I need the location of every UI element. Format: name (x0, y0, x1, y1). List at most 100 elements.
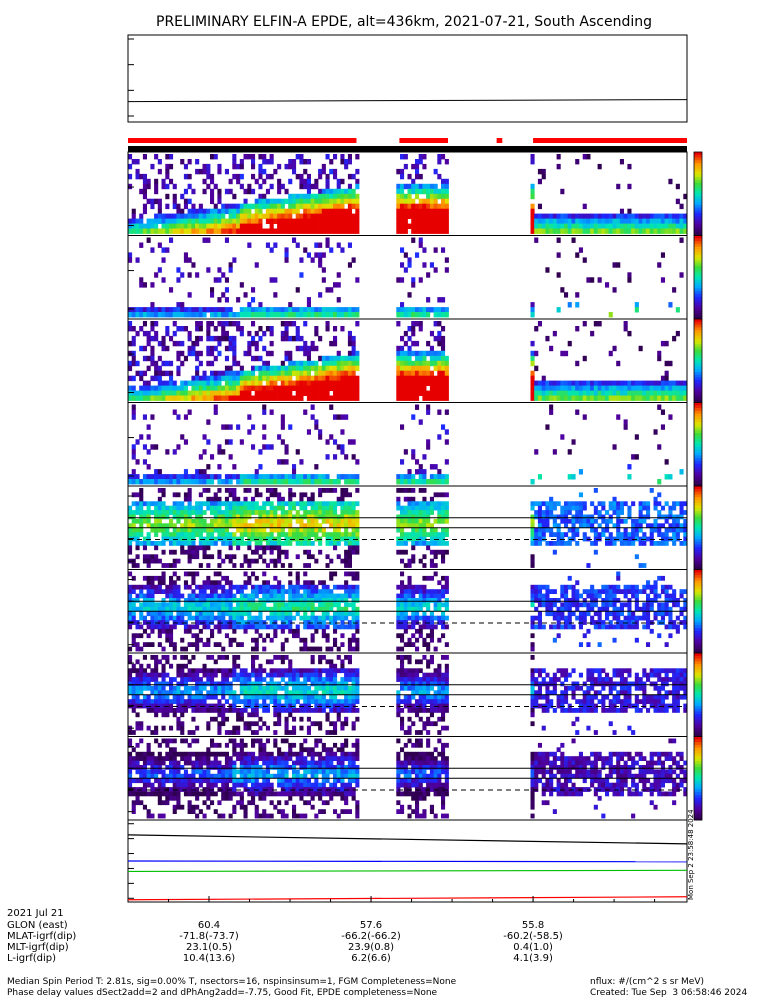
heat-cell (660, 385, 665, 391)
heat-cell (258, 464, 263, 470)
heat-cell (552, 624, 557, 630)
heat-cell (556, 624, 561, 630)
heat-cell (325, 198, 330, 205)
heat-cell (128, 360, 133, 367)
heat-cell (314, 390, 319, 396)
heat-cell (347, 637, 352, 643)
heat-cell (333, 385, 338, 391)
heat-cell (433, 203, 438, 210)
heat-cell (415, 365, 420, 372)
heat-cell (191, 545, 196, 551)
heat-cell (295, 571, 300, 577)
heat-cell (161, 575, 166, 581)
heat-cell (265, 633, 270, 639)
heat-cell (646, 385, 651, 391)
heat-cell (206, 464, 211, 470)
heat-cell (303, 213, 308, 219)
heat-cell (623, 223, 628, 229)
heat-cell (172, 602, 177, 608)
heat-cell (172, 532, 177, 537)
heat-cell (195, 646, 200, 652)
heat-cell (575, 598, 580, 603)
heat-cell (280, 518, 285, 524)
heat-cell (236, 312, 241, 318)
heat-cell (351, 501, 356, 507)
heat-cell (213, 395, 218, 401)
heat-cell (657, 385, 662, 391)
heat-cell (236, 385, 241, 391)
heat-cell (195, 365, 200, 372)
heat-cell (198, 213, 203, 219)
heat-cell (415, 527, 420, 533)
heat-cell (612, 510, 617, 515)
heat-cell (239, 365, 244, 372)
heat-cell (198, 469, 203, 475)
heat-cell (355, 501, 360, 507)
heat-cell (202, 518, 207, 524)
heat-cell (273, 370, 278, 377)
heat-cell (213, 277, 218, 283)
heat-cell (422, 624, 427, 630)
heat-cell (251, 602, 256, 608)
heat-cell (314, 242, 319, 248)
heat-cell (415, 203, 420, 210)
heat-cell (183, 514, 188, 520)
heat-cell (400, 335, 405, 342)
heat-cell (441, 335, 446, 342)
heat-cell (340, 193, 345, 200)
heat-cell (403, 252, 408, 258)
heat-cell (142, 501, 147, 507)
heat-cell (161, 549, 166, 555)
heat-cell (273, 633, 278, 639)
heat-cell (642, 380, 647, 386)
heat-cell (575, 518, 580, 524)
heat-cell (586, 385, 591, 391)
heat-cell (415, 523, 420, 529)
heat-cell (277, 541, 282, 546)
heat-cell (180, 208, 185, 215)
heat-cell (437, 154, 442, 160)
heat-cell (228, 228, 233, 234)
heat-cell (418, 474, 423, 480)
heat-cell (306, 193, 311, 200)
heat-cell (239, 532, 244, 537)
heat-cell (243, 154, 248, 160)
heat-cell (269, 223, 274, 229)
heat-cell (247, 350, 252, 357)
heat-cell (210, 335, 215, 342)
heat-cell (280, 598, 285, 603)
heat-cell (142, 228, 147, 234)
heat-cell (251, 173, 256, 180)
heat-cell (187, 558, 192, 564)
colorbar-step (694, 224, 702, 228)
heat-cell (142, 183, 147, 190)
heat-cell (433, 571, 438, 577)
heat-cell (429, 527, 434, 533)
heat-cell (161, 390, 166, 396)
colorbar-step (694, 330, 702, 334)
heat-cell (403, 385, 408, 391)
heat-cell (660, 532, 665, 537)
heat-cell (541, 527, 546, 533)
heat-cell (422, 208, 427, 215)
heat-cell (318, 429, 323, 435)
heat-cell (422, 213, 427, 219)
heat-cell (131, 335, 136, 342)
heat-cell (649, 228, 654, 234)
heat-cell (239, 375, 244, 382)
heat-cell (344, 395, 349, 401)
heat-cell (567, 501, 572, 507)
heat-cell (195, 335, 200, 342)
heat-cell (247, 602, 252, 608)
heat-cell (653, 496, 658, 502)
coverage-bar (128, 138, 687, 152)
heat-cell (165, 330, 170, 337)
heat-cell (325, 178, 330, 185)
heat-cell (288, 335, 293, 342)
heat-cell (660, 424, 665, 430)
heat-cell (221, 272, 226, 278)
heat-cell (441, 360, 446, 367)
heat-cell (329, 488, 334, 493)
heat-cell (649, 213, 654, 219)
heat-cell (396, 228, 401, 234)
